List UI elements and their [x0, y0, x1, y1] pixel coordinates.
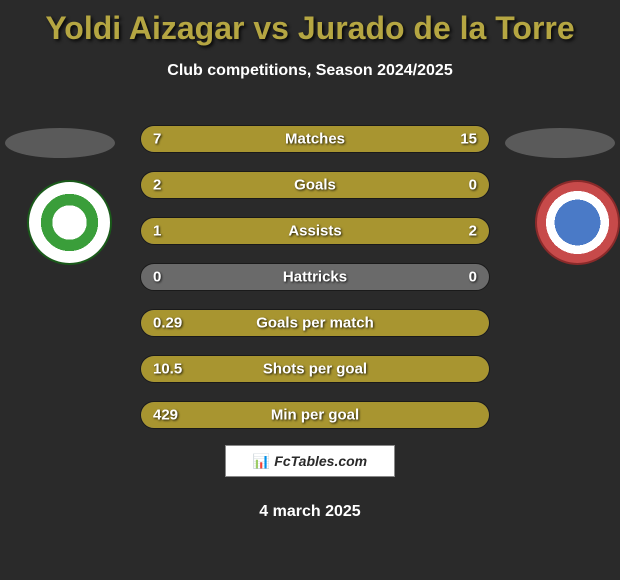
stat-bar-min-per-goal: 429 Min per goal [140, 401, 490, 429]
stat-label: Goals [294, 177, 336, 194]
stat-bar-assists: 1 Assists 2 [140, 217, 490, 245]
stat-value-left: 429 [153, 407, 178, 424]
badge-shadow-left [5, 128, 115, 158]
stat-value-right: 15 [460, 131, 477, 148]
club-badge-left [27, 180, 112, 265]
club-crest-1-icon [27, 180, 112, 265]
club-crest-2-icon [535, 180, 620, 265]
page-subtitle: Club competitions, Season 2024/2025 [0, 62, 620, 80]
stat-bar-hattricks: 0 Hattricks 0 [140, 263, 490, 291]
club-badge-right [535, 180, 620, 265]
badge-shadow-right [505, 128, 615, 158]
stat-value-left: 10.5 [153, 361, 182, 378]
stat-label: Min per goal [271, 407, 359, 424]
stat-label: Shots per goal [263, 361, 367, 378]
stat-value-left: 1 [153, 223, 161, 240]
stat-bar-goals-per-match: 0.29 Goals per match [140, 309, 490, 337]
stat-bar-matches: 7 Matches 15 [140, 125, 490, 153]
stat-value-right: 0 [469, 269, 477, 286]
page-title: Yoldi Aizagar vs Jurado de la Torre [0, 0, 620, 47]
chart-icon: 📊 [253, 453, 270, 470]
stat-bar-goals: 2 Goals 0 [140, 171, 490, 199]
footer-logo-text: FcTables.com [274, 453, 367, 469]
stat-value-right: 2 [469, 223, 477, 240]
footer-logo[interactable]: 📊 FcTables.com [225, 445, 395, 477]
stat-value-left: 2 [153, 177, 161, 194]
footer-date: 4 march 2025 [259, 503, 360, 521]
stat-value-left: 7 [153, 131, 161, 148]
stat-label: Matches [285, 131, 345, 148]
stat-value-left: 0.29 [153, 315, 182, 332]
stat-label: Goals per match [256, 315, 374, 332]
stats-container: 7 Matches 15 2 Goals 0 1 Assists 2 0 Hat… [140, 125, 490, 447]
stat-bar-shots-per-goal: 10.5 Shots per goal [140, 355, 490, 383]
stat-value-left: 0 [153, 269, 161, 286]
stat-label: Hattricks [283, 269, 347, 286]
stat-label: Assists [288, 223, 341, 240]
stat-value-right: 0 [469, 177, 477, 194]
